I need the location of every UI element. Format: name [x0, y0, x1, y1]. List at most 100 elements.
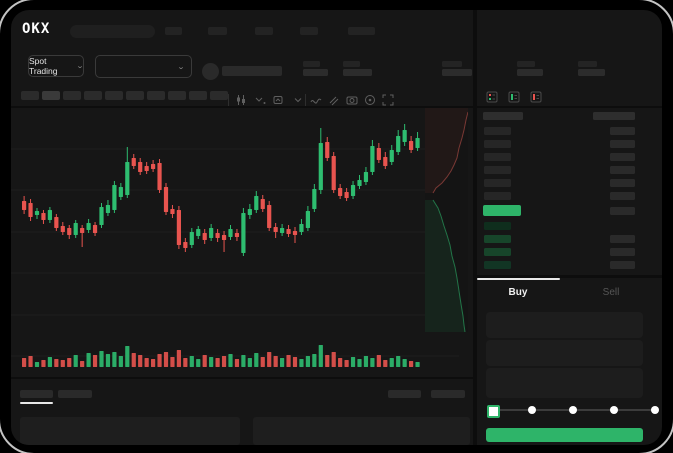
- active-tab-underline: [20, 402, 53, 404]
- slider-stop[interactable]: [610, 406, 618, 414]
- amount-placeholder: [610, 140, 635, 148]
- depth-chart: [425, 108, 469, 333]
- price-placeholder: [484, 192, 511, 200]
- stat-value-placeholder: [303, 69, 328, 76]
- bottom-action-placeholder[interactable]: [431, 390, 465, 398]
- slider-handle[interactable]: [486, 405, 500, 418]
- okx-logo: OKX: [22, 21, 51, 37]
- order-input-field[interactable]: [486, 368, 643, 398]
- last-price-row[interactable]: [477, 205, 662, 218]
- last-price-highlight: [483, 205, 521, 216]
- chevron-down-icon: ⌄: [176, 63, 186, 71]
- price-placeholder: [484, 261, 511, 269]
- bid-row[interactable]: [477, 234, 662, 247]
- amount-placeholder: [610, 261, 635, 269]
- active-tab-indicator: [477, 278, 560, 280]
- interval-button-placeholder[interactable]: [210, 91, 228, 100]
- amount-placeholder: [610, 207, 635, 215]
- stat-value-placeholder: [517, 69, 543, 76]
- price-placeholder: [484, 248, 511, 256]
- pair-selector-dropdown[interactable]: ⌄: [95, 55, 192, 78]
- ask-row[interactable]: [477, 152, 662, 165]
- chevron-down-icon: ⌄: [75, 63, 85, 70]
- bid-row[interactable]: [477, 247, 662, 260]
- price-placeholder: [484, 235, 511, 243]
- bottom-tab-placeholder[interactable]: [58, 390, 92, 398]
- amount-placeholder: [610, 179, 635, 187]
- order-input-field[interactable]: [486, 340, 643, 366]
- nav-item-placeholder[interactable]: [255, 27, 273, 35]
- bid-row[interactable]: [477, 260, 662, 273]
- bid-row[interactable]: [477, 221, 662, 234]
- slider-stop[interactable]: [569, 406, 577, 414]
- amount-placeholder: [610, 127, 635, 135]
- chevron-icon[interactable]: [292, 94, 304, 106]
- amount-placeholder: [610, 235, 635, 243]
- pair-title-placeholder: [222, 66, 282, 76]
- price-placeholder: [484, 127, 511, 135]
- interval-button-placeholder[interactable]: [168, 91, 186, 100]
- interval-button-placeholder[interactable]: [126, 91, 144, 100]
- amount-placeholder: [610, 166, 635, 174]
- line-icon[interactable]: [310, 94, 322, 106]
- stat-label-placeholder: [442, 61, 462, 67]
- price-placeholder: [484, 140, 511, 148]
- nav-item-placeholder[interactable]: [300, 27, 318, 35]
- amount-placeholder: [610, 248, 635, 256]
- ask-row[interactable]: [477, 191, 662, 204]
- candles-icon[interactable]: [235, 94, 247, 106]
- stat-label-placeholder: [578, 61, 597, 67]
- orders-table-placeholder: [253, 417, 470, 445]
- stat-value-placeholder: [578, 69, 605, 76]
- stat-value-placeholder: [442, 69, 472, 76]
- search-input[interactable]: [70, 25, 155, 38]
- candlestick-chart[interactable]: [11, 108, 473, 377]
- draw-icon[interactable]: [328, 94, 340, 106]
- buy-submit-button[interactable]: [486, 428, 643, 442]
- orderbook-amount-header: [593, 112, 635, 120]
- bottom-action-placeholder[interactable]: [388, 390, 421, 398]
- stat-value-placeholder: [343, 69, 372, 76]
- ask-row[interactable]: [477, 165, 662, 178]
- market-type-dropdown[interactable]: Spot Trading ⌄: [28, 55, 84, 77]
- interval-button-placeholder[interactable]: [84, 91, 102, 100]
- tab-buy[interactable]: Buy: [508, 287, 528, 298]
- stat-label-placeholder: [517, 61, 535, 67]
- slider-stop[interactable]: [528, 406, 536, 414]
- settings-icon[interactable]: [364, 94, 376, 106]
- market-type-label: Spot Trading: [29, 56, 58, 76]
- book-bids-icon[interactable]: [508, 91, 520, 103]
- ask-row[interactable]: [477, 126, 662, 139]
- nav-item-placeholder[interactable]: [348, 27, 375, 35]
- stat-label-placeholder: [303, 61, 320, 67]
- ask-row[interactable]: [477, 178, 662, 191]
- book-asks-icon[interactable]: [530, 91, 542, 103]
- nav-item-placeholder[interactable]: [165, 27, 182, 35]
- interval-button-placeholder[interactable]: [42, 91, 60, 100]
- toolbar-divider: [228, 94, 229, 106]
- price-placeholder: [484, 153, 511, 161]
- bottom-tab-placeholder[interactable]: [20, 390, 53, 398]
- interval-button-placeholder[interactable]: [21, 91, 39, 100]
- nav-item-placeholder[interactable]: [208, 27, 227, 35]
- price-placeholder: [484, 166, 511, 174]
- interval-button-placeholder[interactable]: [105, 91, 123, 100]
- orders-table-placeholder: [20, 417, 240, 445]
- interval-button-placeholder[interactable]: [189, 91, 207, 100]
- tab-sell[interactable]: Sell: [602, 287, 620, 298]
- orderbook-price-header: [483, 112, 523, 120]
- fullscreen-icon[interactable]: [382, 94, 394, 106]
- interval-button-placeholder[interactable]: [63, 91, 81, 100]
- slider-stop[interactable]: [651, 406, 659, 414]
- indicator-icon[interactable]: [273, 94, 285, 106]
- chevron-dot-icon[interactable]: [254, 94, 266, 106]
- ask-row[interactable]: [477, 139, 662, 152]
- camera-icon[interactable]: [346, 94, 358, 106]
- interval-button-placeholder[interactable]: [147, 91, 165, 100]
- amount-placeholder: [610, 153, 635, 161]
- coin-avatar: [202, 63, 219, 80]
- order-input-field[interactable]: [486, 312, 643, 338]
- book-both-icon[interactable]: [486, 91, 498, 103]
- okx-trading-app: OKX Spot Trading ⌄ ⌄: [11, 10, 662, 445]
